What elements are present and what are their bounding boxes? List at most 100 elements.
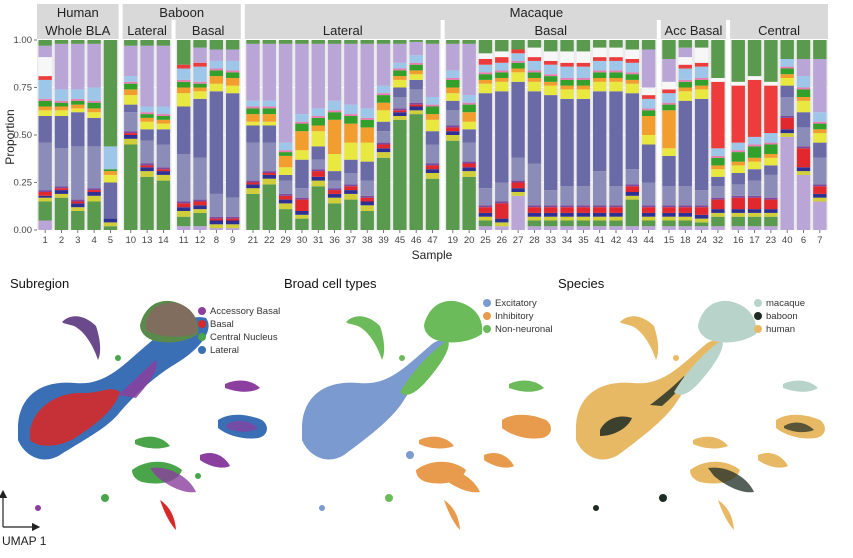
bar-segment-4-2 bbox=[87, 195, 101, 202]
bar-segment-27-13 bbox=[511, 49, 525, 54]
bar-segment-4-16 bbox=[87, 40, 101, 44]
bar-segment-18-4 bbox=[678, 207, 692, 213]
bar-segment-11-16 bbox=[177, 40, 191, 65]
bar-segment-13-8 bbox=[140, 121, 154, 130]
x-tick-label-16: 16 bbox=[733, 235, 744, 246]
x-tick-label-40: 40 bbox=[782, 235, 793, 246]
x-tick-label-10: 10 bbox=[125, 235, 136, 246]
bar-segment-18-3 bbox=[678, 212, 692, 217]
bar-segment-18-12 bbox=[678, 68, 692, 80]
y-tick-label-1: 0.25 bbox=[14, 178, 33, 189]
bar-segment-44-2 bbox=[641, 216, 656, 221]
bar-segment-16-16 bbox=[731, 40, 745, 82]
bar-segment-9-8 bbox=[225, 85, 240, 94]
bar-segment-12-6 bbox=[193, 157, 207, 200]
bar-segment-24-5 bbox=[694, 205, 709, 208]
species-far-right bbox=[783, 380, 818, 392]
x-tick-label-12: 12 bbox=[195, 235, 206, 246]
bar-segment-33-0 bbox=[544, 226, 558, 230]
bar-segment-45-8 bbox=[393, 79, 407, 88]
bar-segment-41-7 bbox=[593, 91, 607, 172]
inhibitory-mix bbox=[434, 467, 480, 493]
bar-segment-45-1 bbox=[393, 119, 407, 230]
bar-segment-25-8 bbox=[478, 83, 493, 94]
bar-segment-31-2 bbox=[311, 180, 325, 187]
bar-segment-42-0 bbox=[609, 226, 623, 230]
bar-segment-33-10 bbox=[544, 76, 558, 82]
bar-segment-43-14 bbox=[625, 49, 640, 59]
bar-segment-30-16 bbox=[295, 40, 309, 44]
bar-segment-43-8 bbox=[625, 83, 640, 94]
bar-segment-36-1 bbox=[327, 203, 342, 230]
x-tick-label-24: 24 bbox=[696, 235, 707, 246]
bar-segment-38-12 bbox=[360, 108, 374, 118]
facet-strip-0 bbox=[37, 20, 119, 39]
bar-segment-36-16 bbox=[327, 40, 342, 44]
bar-segment-40-6 bbox=[780, 97, 794, 116]
bar-segment-34-12 bbox=[560, 66, 574, 78]
bar-segment-19-5 bbox=[446, 125, 460, 128]
bar-segment-23-7 bbox=[764, 165, 778, 175]
legend-label-accessory-basal: Accessory Basal bbox=[210, 306, 280, 317]
bar-segment-19-3 bbox=[446, 131, 460, 135]
bar-segment-38-16 bbox=[360, 40, 374, 44]
bar-segment-34-11 bbox=[560, 78, 574, 80]
bar-segment-12-15 bbox=[193, 47, 207, 63]
bar-segment-1-13 bbox=[38, 76, 52, 80]
bar-segment-2-15 bbox=[54, 43, 69, 90]
bar-segment-32-3 bbox=[711, 209, 725, 213]
bar-segment-25-1 bbox=[478, 220, 493, 227]
bar-segment-24-16 bbox=[694, 40, 709, 48]
x-tick-label-39: 39 bbox=[378, 235, 389, 246]
bar-segment-22-11 bbox=[262, 106, 276, 109]
bar-segment-41-12 bbox=[593, 60, 607, 71]
bar-segment-46-10 bbox=[409, 64, 423, 71]
bar-segment-33-5 bbox=[544, 205, 558, 208]
bar-segment-27-11 bbox=[511, 60, 525, 63]
species-right-lower bbox=[758, 453, 788, 468]
bar-segment-44-8 bbox=[641, 135, 656, 145]
bar-segment-24-4 bbox=[694, 207, 709, 215]
x-tick-label-47: 47 bbox=[427, 235, 438, 246]
bar-segment-37-15 bbox=[344, 43, 358, 105]
bar-segment-42-2 bbox=[609, 216, 623, 221]
legend-swatch-lateral bbox=[198, 346, 206, 354]
bar-segment-24-9 bbox=[694, 85, 709, 90]
bar-segment-14-12 bbox=[156, 106, 171, 115]
bar-segment-27-3 bbox=[511, 188, 525, 192]
bar-segment-12-8 bbox=[193, 91, 207, 99]
umap-broad-title: Broad cell types bbox=[284, 276, 377, 291]
bar-segment-15-14 bbox=[662, 81, 676, 90]
bar-segment-42-16 bbox=[609, 40, 623, 48]
legend-swatch-baboon bbox=[754, 312, 762, 320]
bar-segment-18-5 bbox=[678, 205, 692, 208]
bar-segment-1-3 bbox=[38, 195, 52, 198]
bar-segment-3-10 bbox=[71, 100, 85, 105]
bar-segment-8-5 bbox=[209, 216, 224, 219]
bar-segment-27-6 bbox=[511, 157, 525, 181]
bar-segment-47-10 bbox=[425, 106, 440, 115]
bar-segment-12-3 bbox=[193, 205, 207, 210]
bar-segment-26-5 bbox=[495, 201, 509, 204]
bar-segment-29-3 bbox=[278, 199, 293, 204]
bar-segment-29-2 bbox=[278, 203, 293, 210]
bar-segment-16-14 bbox=[731, 81, 745, 86]
bar-segment-17-10 bbox=[747, 146, 762, 158]
x-tick-label-46: 46 bbox=[411, 235, 422, 246]
bar-segment-3-12 bbox=[71, 89, 85, 99]
species-dot-2 bbox=[659, 494, 667, 502]
bar-segment-24-8 bbox=[694, 89, 709, 99]
bar-segment-9-12 bbox=[225, 60, 240, 71]
bar-segment-6-6 bbox=[796, 127, 811, 147]
x-tick-label-1: 1 bbox=[43, 235, 48, 246]
bar-segment-27-0 bbox=[511, 195, 525, 230]
bar-segment-43-6 bbox=[625, 169, 640, 185]
bar-segment-37-16 bbox=[344, 40, 358, 44]
inhibitory-mid bbox=[419, 436, 454, 449]
cluster-right-lower bbox=[200, 453, 230, 468]
bar-segment-28-9 bbox=[527, 78, 542, 82]
nonneuronal-arc bbox=[346, 316, 385, 360]
bar-segment-26-10 bbox=[495, 72, 509, 78]
bar-segment-24-11 bbox=[694, 78, 709, 80]
bar-segment-41-11 bbox=[593, 70, 607, 73]
